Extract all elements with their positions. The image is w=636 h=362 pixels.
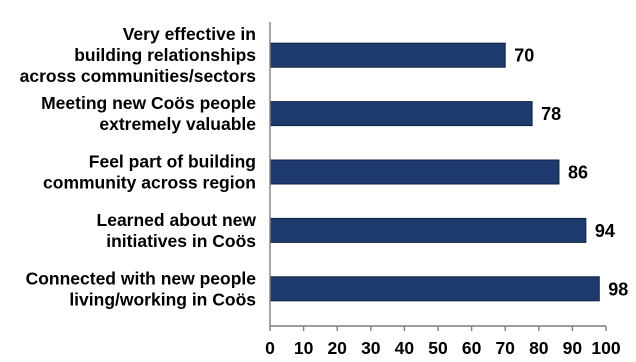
category-label-line: Meeting new Coös people	[41, 93, 256, 113]
category-label-line: community across region	[43, 173, 256, 193]
category-label-line: extremely valuable	[99, 114, 256, 134]
x-tick-label-30: 30	[361, 338, 381, 358]
bars-layer: 70 78 86 94 98	[269, 42, 628, 302]
value-label-4: 94	[595, 221, 615, 241]
x-tick-label-10: 10	[294, 338, 314, 358]
category-label-line: Connected with new people	[26, 268, 257, 288]
value-label-5: 98	[608, 279, 628, 299]
value-label-2: 78	[541, 104, 561, 124]
value-label-3: 86	[568, 163, 588, 183]
category-label-2: Meeting new Coös people extremely valuabl…	[41, 93, 256, 134]
category-label-line: living/working in Coös	[69, 289, 256, 309]
category-label-line: building relationships	[74, 45, 256, 65]
category-label-3: Feel part of building community across re…	[43, 152, 256, 193]
category-labels: Very effective in building relationships a…	[20, 24, 257, 309]
category-label-line: Learned about new	[97, 210, 257, 230]
x-tick-label-90: 90	[563, 338, 583, 358]
bar-4	[269, 217, 587, 243]
x-tick-label-0: 0	[265, 338, 275, 358]
bar-2	[269, 101, 533, 127]
category-label-line: initiatives in Coös	[106, 231, 256, 251]
category-label-line: Feel part of building	[89, 152, 256, 172]
bar-3	[269, 159, 560, 185]
category-label-5: Connected with new people living/working …	[26, 268, 257, 309]
bar-5	[269, 276, 600, 302]
x-axis-ticks: 0 10 20 30 40 50 60 70 80 90 100	[265, 326, 621, 358]
x-tick-label-50: 50	[428, 338, 448, 358]
x-tick-label-70: 70	[495, 338, 515, 358]
category-label-1: Very effective in building relationships a…	[20, 24, 257, 86]
value-label-1: 70	[514, 46, 534, 66]
x-tick-label-40: 40	[395, 338, 415, 358]
x-tick-label-60: 60	[462, 338, 482, 358]
category-label-line: Very effective in	[123, 24, 256, 44]
x-tick-label-100: 100	[591, 338, 620, 358]
x-tick-label-20: 20	[327, 338, 347, 358]
category-label-4: Learned about new initiatives in Coös	[97, 210, 257, 251]
x-tick-label-80: 80	[529, 338, 549, 358]
bar-1	[269, 42, 506, 68]
category-label-line: across communities/sectors	[20, 66, 257, 86]
